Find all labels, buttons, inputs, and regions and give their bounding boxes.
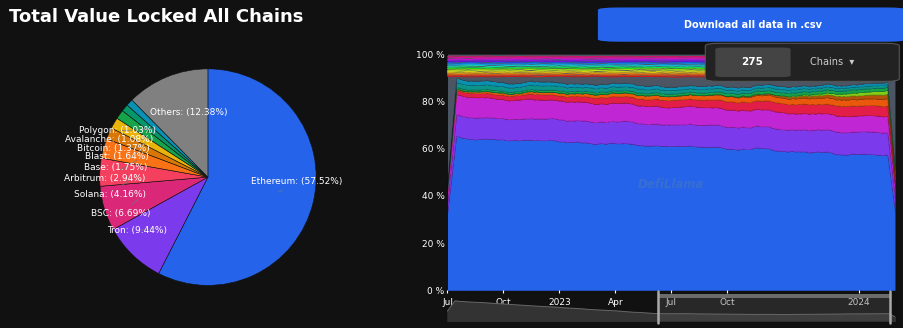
- Text: Download all data in .csv: Download all data in .csv: [683, 20, 821, 30]
- Text: DefiLlama: DefiLlama: [638, 177, 703, 191]
- Wedge shape: [116, 111, 208, 177]
- Wedge shape: [159, 69, 316, 285]
- Bar: [657, 292, 889, 323]
- Text: Avalanche: (1.08%): Avalanche: (1.08%): [65, 132, 154, 144]
- Wedge shape: [132, 69, 208, 177]
- Wedge shape: [100, 177, 208, 230]
- Wedge shape: [127, 100, 208, 177]
- FancyBboxPatch shape: [704, 43, 898, 81]
- Text: Tron: (9.44%): Tron: (9.44%): [107, 226, 167, 235]
- Wedge shape: [107, 128, 208, 177]
- Wedge shape: [101, 139, 208, 177]
- Text: Base: (1.75%): Base: (1.75%): [84, 150, 147, 172]
- Bar: [657, 291, 889, 298]
- FancyBboxPatch shape: [714, 48, 790, 77]
- Text: Blast: (1.64%): Blast: (1.64%): [85, 143, 149, 161]
- Text: Chains  ▾: Chains ▾: [809, 57, 853, 67]
- Text: Solana: (4.16%): Solana: (4.16%): [74, 175, 145, 199]
- Text: Arbitrum: (2.94%): Arbitrum: (2.94%): [64, 160, 145, 183]
- Text: Polygon: (1.03%): Polygon: (1.03%): [79, 126, 156, 135]
- Wedge shape: [113, 177, 208, 274]
- Wedge shape: [111, 118, 208, 177]
- Text: Bitcoin: (1.37%): Bitcoin: (1.37%): [78, 137, 150, 153]
- FancyBboxPatch shape: [597, 8, 903, 42]
- Text: Total Value Locked All Chains: Total Value Locked All Chains: [9, 8, 303, 26]
- Text: Ethereum: (57.52%): Ethereum: (57.52%): [251, 177, 342, 192]
- Text: BSC: (6.69%): BSC: (6.69%): [90, 199, 150, 218]
- Text: Others: (12.38%): Others: (12.38%): [150, 108, 228, 117]
- Text: 275: 275: [740, 57, 762, 67]
- Wedge shape: [99, 158, 208, 186]
- Wedge shape: [122, 105, 208, 177]
